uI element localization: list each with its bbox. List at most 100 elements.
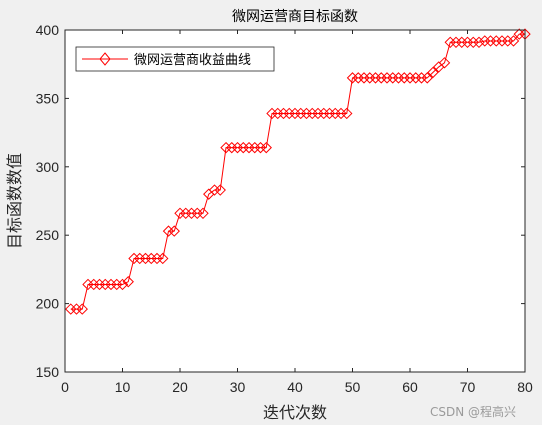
data-point (88, 278, 100, 291)
y-axis-label: 目标函数数值 (5, 153, 24, 249)
x-axis-label: 迭代次数 (263, 403, 327, 422)
data-point (139, 252, 152, 265)
data-point (82, 278, 94, 291)
data-point (312, 107, 324, 120)
data-point (76, 303, 88, 315)
data-point (93, 278, 106, 291)
data-point (185, 207, 198, 220)
data-point (237, 141, 249, 154)
data-point (272, 107, 284, 120)
data-point (444, 36, 456, 49)
data-point (220, 141, 232, 154)
data-point (484, 35, 497, 47)
data-point (329, 107, 341, 120)
y-tick-label: 350 (36, 90, 60, 106)
y-tick-label: 400 (36, 22, 60, 38)
data-point (323, 107, 336, 120)
data-point (277, 107, 290, 120)
data-point (496, 35, 508, 47)
data-point (197, 207, 209, 220)
data-point (283, 107, 295, 120)
data-point (415, 72, 428, 84)
data-point (300, 107, 313, 120)
data-point (450, 36, 462, 49)
data-point (168, 225, 180, 237)
data-point (473, 36, 485, 49)
plot-area (65, 30, 525, 372)
x-tick-label: 60 (402, 379, 418, 395)
data-point (99, 278, 111, 291)
chart-title: 微网运营商目标函数 (232, 9, 358, 25)
data-point (105, 278, 117, 291)
data-point (502, 35, 514, 47)
x-tick-label: 80 (517, 379, 533, 395)
x-tick-label: 30 (230, 379, 246, 395)
data-point (381, 72, 393, 84)
data-point (421, 72, 433, 84)
watermark: CSDN @程高兴 (430, 404, 516, 419)
y-tick-label: 200 (36, 296, 60, 312)
data-point (306, 107, 318, 120)
data-point (461, 36, 474, 49)
data-point (157, 252, 169, 265)
data-point (145, 252, 157, 265)
data-point (467, 36, 479, 49)
data-point (116, 278, 129, 291)
x-tick-label: 50 (345, 379, 361, 395)
series-layer (65, 28, 531, 315)
data-point (364, 72, 376, 84)
data-point (260, 141, 272, 154)
data-point (392, 72, 405, 84)
data-point (162, 225, 175, 237)
data-point (346, 72, 359, 84)
data-point (335, 107, 347, 120)
data-point (289, 107, 301, 120)
data-point (180, 207, 192, 220)
data-point (438, 57, 451, 69)
y-tick-label: 300 (36, 159, 60, 175)
data-point (341, 107, 353, 120)
data-point (507, 35, 520, 47)
x-tick-label: 20 (172, 379, 188, 395)
x-tick-label: 70 (460, 379, 476, 395)
data-point (375, 72, 387, 84)
data-point (479, 35, 491, 47)
data-point (513, 28, 525, 40)
legend-label: 微网运营商收益曲线 (134, 53, 251, 68)
x-tick-label: 40 (287, 379, 303, 395)
data-point (134, 252, 146, 265)
data-point (231, 141, 244, 154)
data-point (214, 184, 226, 196)
data-point (226, 141, 238, 154)
data-point (352, 72, 364, 84)
data-point (456, 36, 468, 49)
data-point (174, 207, 186, 220)
data-point (70, 303, 83, 315)
data-point (128, 252, 140, 265)
data-point (122, 276, 134, 288)
data-point (191, 207, 203, 220)
y-tick-label: 150 (36, 364, 60, 380)
data-point (427, 66, 439, 79)
data-point (295, 107, 307, 120)
data-point (358, 72, 370, 84)
data-point (254, 141, 267, 154)
data-point (208, 184, 221, 196)
data-point (490, 35, 502, 47)
data-point (266, 107, 278, 120)
legend-marker (99, 52, 111, 66)
data-point (410, 72, 422, 84)
y-tick-label: 250 (36, 227, 60, 243)
data-point (404, 72, 416, 84)
ticks-layer: 0 10 20 30 40 50 60 70 80 150 200 250 300 350 400 (36, 22, 533, 395)
data-point (318, 107, 330, 120)
x-tick-label: 0 (61, 379, 69, 395)
data-point (249, 141, 261, 154)
data-point (65, 303, 77, 315)
data-point (369, 72, 382, 84)
x-tick-label: 10 (115, 379, 131, 395)
data-point (398, 72, 410, 84)
data-point (243, 141, 255, 154)
data-point (111, 278, 123, 291)
